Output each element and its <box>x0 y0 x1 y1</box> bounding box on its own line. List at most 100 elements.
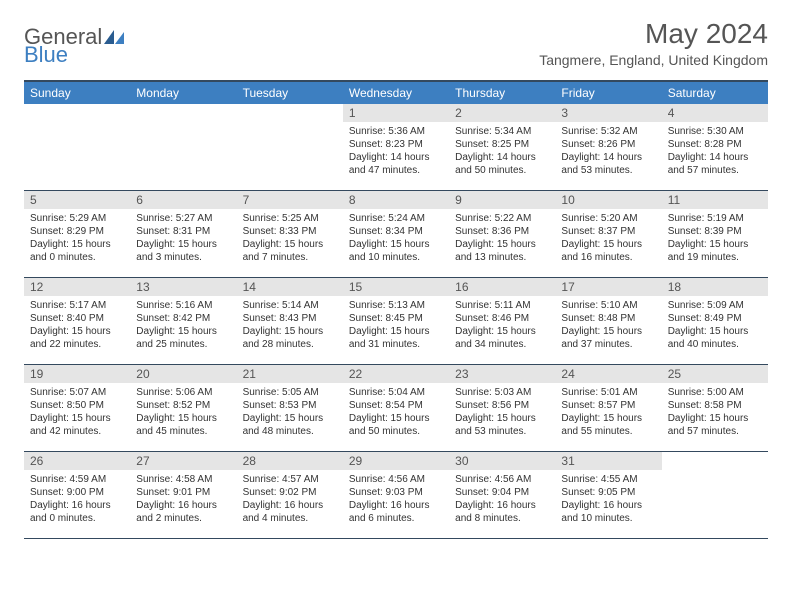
calendar-day-cell: 7Sunrise: 5:25 AMSunset: 8:33 PMDaylight… <box>237 191 343 277</box>
sunrise-line: Sunrise: 5:16 AM <box>136 299 230 312</box>
sunrise-line: Sunrise: 4:56 AM <box>349 473 443 486</box>
sunset-line: Sunset: 9:05 PM <box>561 486 655 499</box>
daylight-line: Daylight: 16 hours and 6 minutes. <box>349 499 443 525</box>
day-number: 18 <box>662 278 768 296</box>
sunrise-line: Sunrise: 5:05 AM <box>243 386 337 399</box>
day-details: Sunrise: 5:16 AMSunset: 8:42 PMDaylight:… <box>130 296 236 355</box>
day-number: 12 <box>24 278 130 296</box>
day-details: Sunrise: 5:03 AMSunset: 8:56 PMDaylight:… <box>449 383 555 442</box>
sunrise-line: Sunrise: 5:20 AM <box>561 212 655 225</box>
day-number: 5 <box>24 191 130 209</box>
calendar-day-cell: 3Sunrise: 5:32 AMSunset: 8:26 PMDaylight… <box>555 104 661 190</box>
sunrise-line: Sunrise: 5:32 AM <box>561 125 655 138</box>
sunset-line: Sunset: 8:33 PM <box>243 225 337 238</box>
daylight-line: Daylight: 15 hours and 3 minutes. <box>136 238 230 264</box>
calendar-day-cell: 10Sunrise: 5:20 AMSunset: 8:37 PMDayligh… <box>555 191 661 277</box>
sunrise-line: Sunrise: 5:06 AM <box>136 386 230 399</box>
calendar-page: General May 2024 Tangmere, England, Unit… <box>0 0 792 549</box>
day-of-week-header: Wednesday <box>343 82 449 104</box>
day-details: Sunrise: 4:56 AMSunset: 9:04 PMDaylight:… <box>449 470 555 529</box>
sunset-line: Sunset: 8:52 PM <box>136 399 230 412</box>
brand-part2: Blue <box>24 42 68 67</box>
daylight-line: Daylight: 15 hours and 57 minutes. <box>668 412 762 438</box>
sunset-line: Sunset: 8:31 PM <box>136 225 230 238</box>
sunrise-line: Sunrise: 5:34 AM <box>455 125 549 138</box>
sunrise-line: Sunrise: 4:57 AM <box>243 473 337 486</box>
sunrise-line: Sunrise: 5:10 AM <box>561 299 655 312</box>
sunrise-line: Sunrise: 5:24 AM <box>349 212 443 225</box>
calendar-day-cell: 19Sunrise: 5:07 AMSunset: 8:50 PMDayligh… <box>24 365 130 451</box>
daylight-line: Daylight: 15 hours and 37 minutes. <box>561 325 655 351</box>
sunrise-line: Sunrise: 5:36 AM <box>349 125 443 138</box>
day-details: Sunrise: 5:09 AMSunset: 8:49 PMDaylight:… <box>662 296 768 355</box>
day-of-week-header: Thursday <box>449 82 555 104</box>
calendar-day-cell: 15Sunrise: 5:13 AMSunset: 8:45 PMDayligh… <box>343 278 449 364</box>
day-number: 15 <box>343 278 449 296</box>
daylight-line: Daylight: 15 hours and 42 minutes. <box>30 412 124 438</box>
sunset-line: Sunset: 8:39 PM <box>668 225 762 238</box>
sunrise-line: Sunrise: 5:01 AM <box>561 386 655 399</box>
day-number: 14 <box>237 278 343 296</box>
sunrise-line: Sunrise: 5:22 AM <box>455 212 549 225</box>
day-number: 28 <box>237 452 343 470</box>
day-number: 30 <box>449 452 555 470</box>
calendar-week-row: 26Sunrise: 4:59 AMSunset: 9:00 PMDayligh… <box>24 452 768 539</box>
day-number: 13 <box>130 278 236 296</box>
daylight-line: Daylight: 15 hours and 22 minutes. <box>30 325 124 351</box>
calendar-day-cell: 6Sunrise: 5:27 AMSunset: 8:31 PMDaylight… <box>130 191 236 277</box>
day-details: Sunrise: 5:22 AMSunset: 8:36 PMDaylight:… <box>449 209 555 268</box>
sunset-line: Sunset: 9:02 PM <box>243 486 337 499</box>
day-details: Sunrise: 5:32 AMSunset: 8:26 PMDaylight:… <box>555 122 661 181</box>
day-details: Sunrise: 5:19 AMSunset: 8:39 PMDaylight:… <box>662 209 768 268</box>
day-details: Sunrise: 5:07 AMSunset: 8:50 PMDaylight:… <box>24 383 130 442</box>
calendar-day-cell: 27Sunrise: 4:58 AMSunset: 9:01 PMDayligh… <box>130 452 236 538</box>
calendar-day-cell: 30Sunrise: 4:56 AMSunset: 9:04 PMDayligh… <box>449 452 555 538</box>
day-details: Sunrise: 5:30 AMSunset: 8:28 PMDaylight:… <box>662 122 768 181</box>
calendar-week-row: 19Sunrise: 5:07 AMSunset: 8:50 PMDayligh… <box>24 365 768 452</box>
calendar-day-cell: 13Sunrise: 5:16 AMSunset: 8:42 PMDayligh… <box>130 278 236 364</box>
day-number: 6 <box>130 191 236 209</box>
day-number: 11 <box>662 191 768 209</box>
day-number: 25 <box>662 365 768 383</box>
calendar-day-cell: 21Sunrise: 5:05 AMSunset: 8:53 PMDayligh… <box>237 365 343 451</box>
day-details: Sunrise: 5:11 AMSunset: 8:46 PMDaylight:… <box>449 296 555 355</box>
daylight-line: Daylight: 15 hours and 31 minutes. <box>349 325 443 351</box>
day-details: Sunrise: 5:10 AMSunset: 8:48 PMDaylight:… <box>555 296 661 355</box>
day-number: 17 <box>555 278 661 296</box>
sunset-line: Sunset: 8:46 PM <box>455 312 549 325</box>
sunset-line: Sunset: 8:48 PM <box>561 312 655 325</box>
sunset-line: Sunset: 8:26 PM <box>561 138 655 151</box>
day-number: 4 <box>662 104 768 122</box>
sunrise-line: Sunrise: 5:03 AM <box>455 386 549 399</box>
daylight-line: Daylight: 16 hours and 8 minutes. <box>455 499 549 525</box>
day-number: 22 <box>343 365 449 383</box>
calendar-empty-cell <box>24 104 130 190</box>
sunrise-line: Sunrise: 4:56 AM <box>455 473 549 486</box>
daylight-line: Daylight: 15 hours and 28 minutes. <box>243 325 337 351</box>
sunset-line: Sunset: 8:28 PM <box>668 138 762 151</box>
daylight-line: Daylight: 15 hours and 10 minutes. <box>349 238 443 264</box>
calendar-day-cell: 5Sunrise: 5:29 AMSunset: 8:29 PMDaylight… <box>24 191 130 277</box>
calendar-day-cell: 14Sunrise: 5:14 AMSunset: 8:43 PMDayligh… <box>237 278 343 364</box>
day-details: Sunrise: 4:58 AMSunset: 9:01 PMDaylight:… <box>130 470 236 529</box>
calendar-empty-cell <box>662 452 768 538</box>
sunrise-line: Sunrise: 5:00 AM <box>668 386 762 399</box>
day-of-week-row: SundayMondayTuesdayWednesdayThursdayFrid… <box>24 82 768 104</box>
weeks-container: 1Sunrise: 5:36 AMSunset: 8:23 PMDaylight… <box>24 104 768 539</box>
daylight-line: Daylight: 15 hours and 7 minutes. <box>243 238 337 264</box>
day-details: Sunrise: 4:56 AMSunset: 9:03 PMDaylight:… <box>343 470 449 529</box>
day-of-week-header: Saturday <box>662 82 768 104</box>
day-of-week-header: Monday <box>130 82 236 104</box>
day-number: 3 <box>555 104 661 122</box>
day-details: Sunrise: 5:04 AMSunset: 8:54 PMDaylight:… <box>343 383 449 442</box>
day-details: Sunrise: 5:13 AMSunset: 8:45 PMDaylight:… <box>343 296 449 355</box>
calendar-empty-cell <box>237 104 343 190</box>
calendar-day-cell: 17Sunrise: 5:10 AMSunset: 8:48 PMDayligh… <box>555 278 661 364</box>
calendar-day-cell: 11Sunrise: 5:19 AMSunset: 8:39 PMDayligh… <box>662 191 768 277</box>
day-details: Sunrise: 5:27 AMSunset: 8:31 PMDaylight:… <box>130 209 236 268</box>
day-of-week-header: Tuesday <box>237 82 343 104</box>
calendar-day-cell: 20Sunrise: 5:06 AMSunset: 8:52 PMDayligh… <box>130 365 236 451</box>
daylight-line: Daylight: 16 hours and 0 minutes. <box>30 499 124 525</box>
day-number: 9 <box>449 191 555 209</box>
sunset-line: Sunset: 8:57 PM <box>561 399 655 412</box>
